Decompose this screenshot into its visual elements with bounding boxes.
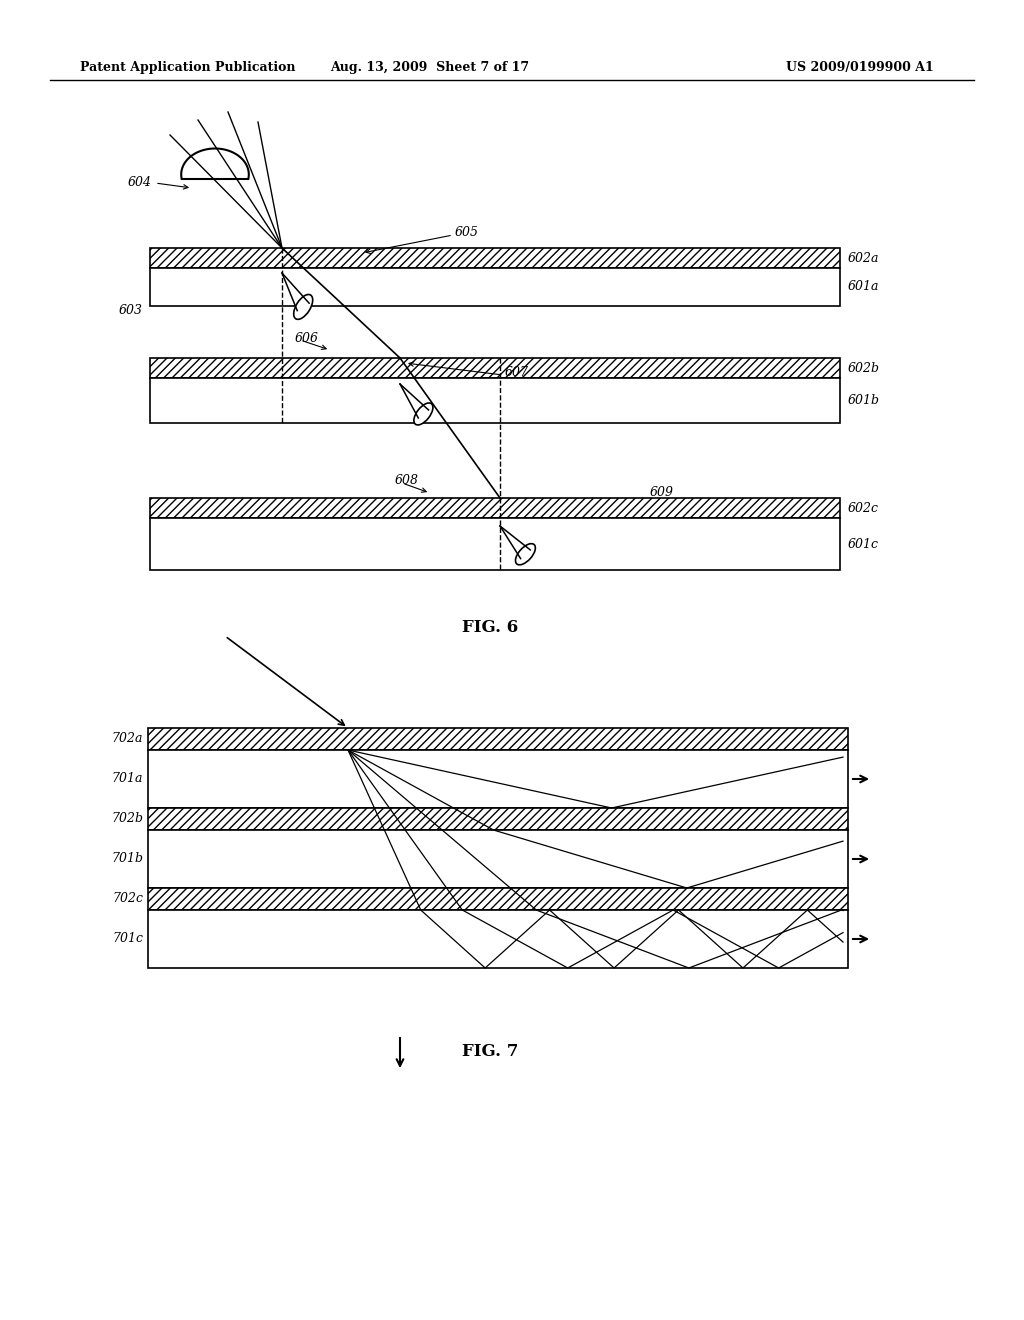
Text: FIG. 6: FIG. 6 <box>462 619 518 636</box>
Bar <box>150 358 840 378</box>
Bar <box>150 378 840 422</box>
Bar <box>150 498 840 517</box>
Text: 603: 603 <box>119 304 143 317</box>
Bar <box>150 517 840 570</box>
Text: 607: 607 <box>505 366 529 379</box>
Text: 601c: 601c <box>848 537 879 550</box>
Text: 604: 604 <box>128 176 152 189</box>
Text: 602b: 602b <box>848 362 880 375</box>
Bar <box>148 750 848 808</box>
Text: 702b: 702b <box>111 813 143 825</box>
Text: FIG. 7: FIG. 7 <box>462 1043 518 1060</box>
Text: 702a: 702a <box>112 733 143 746</box>
Text: 702c: 702c <box>112 892 143 906</box>
Text: 601a: 601a <box>848 281 880 293</box>
Text: 701a: 701a <box>112 772 143 785</box>
Bar <box>150 268 840 306</box>
Text: Patent Application Publication: Patent Application Publication <box>80 62 296 74</box>
Text: 608: 608 <box>395 474 419 487</box>
Bar <box>148 729 848 750</box>
Text: 601b: 601b <box>848 393 880 407</box>
Text: Aug. 13, 2009  Sheet 7 of 17: Aug. 13, 2009 Sheet 7 of 17 <box>331 62 529 74</box>
Text: US 2009/0199900 A1: US 2009/0199900 A1 <box>786 62 934 74</box>
Bar <box>148 830 848 888</box>
Text: 701b: 701b <box>111 853 143 866</box>
Text: 602c: 602c <box>848 502 879 515</box>
Text: 701c: 701c <box>112 932 143 945</box>
Text: 606: 606 <box>295 331 319 345</box>
Text: 609: 609 <box>650 486 674 499</box>
Bar <box>150 248 840 268</box>
Ellipse shape <box>294 294 312 319</box>
Bar <box>148 909 848 968</box>
Bar <box>148 888 848 909</box>
Bar <box>148 808 848 830</box>
Ellipse shape <box>515 544 536 565</box>
Ellipse shape <box>414 403 433 425</box>
Text: 605: 605 <box>455 226 479 239</box>
Text: 602a: 602a <box>848 252 880 264</box>
